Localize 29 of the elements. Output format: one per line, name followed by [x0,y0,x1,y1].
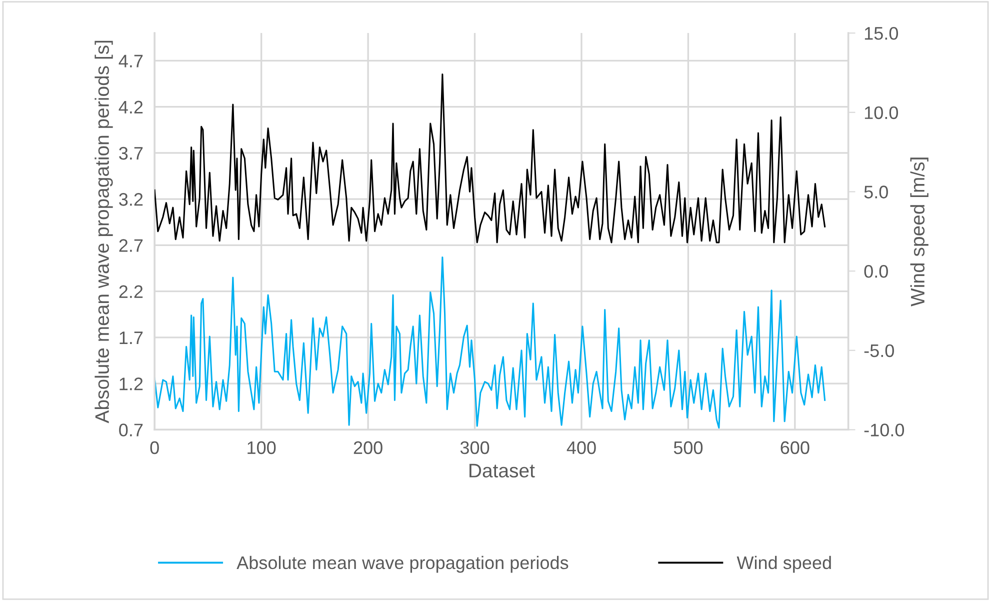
y2-tick-label: -5.0 [864,344,894,358]
y2-tick-label: 10.0 [864,106,898,120]
y-tick-label: 0.7 [119,424,143,436]
y2-tick-label: -10.0 [864,424,904,436]
x-tick-label: 100 [248,441,276,454]
y-tick-label: 2.7 [119,239,143,252]
y-tick-label: 3.7 [119,146,143,160]
x-tick-label: 0 [150,441,159,454]
legend-label: Absolute mean wave propagation periods [236,556,568,573]
legend-label: Wind speed [736,556,831,573]
y-tick-label: 1.7 [120,332,143,344]
y-axis-title: Absolute mean wave propagation periods [s] [94,40,113,424]
y-tick-label: 2.2 [119,285,143,298]
y-tick-label: 4.7 [118,54,143,68]
x-tick-label: 400 [566,441,596,454]
y-tick-label: 4.2 [118,100,143,114]
y2-tick-label: 5.0 [864,186,888,198]
y-tick-label: 1.2 [120,378,143,390]
y2-tick-label: 15.0 [864,26,898,40]
line-series [154,256,826,429]
x-tick-label: 200 [354,441,382,454]
y-tick-label: 3.2 [119,193,143,206]
x-tick-label: 300 [460,441,490,454]
y2-axis-title: Wind speed [m/s] [910,158,928,306]
x-tick-label: 600 [780,441,810,454]
y2-tick-label: 0.0 [864,264,888,278]
x-tick-label: 500 [674,441,703,454]
x-axis-title: Dataset [470,464,535,478]
line-series [154,74,826,244]
